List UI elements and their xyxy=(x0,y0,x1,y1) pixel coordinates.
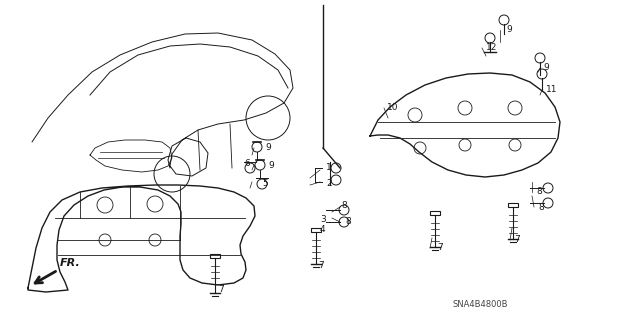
Bar xyxy=(430,211,440,215)
Bar xyxy=(311,228,321,232)
Text: 10: 10 xyxy=(387,103,399,113)
Text: 4: 4 xyxy=(320,226,326,234)
Text: SNA4B4800B: SNA4B4800B xyxy=(452,300,508,309)
Text: 2: 2 xyxy=(326,179,332,188)
Text: 8: 8 xyxy=(345,218,351,226)
Text: 7: 7 xyxy=(318,261,324,270)
Text: 7: 7 xyxy=(514,235,520,244)
Text: 3: 3 xyxy=(320,216,326,225)
Text: 7: 7 xyxy=(437,243,443,253)
Text: 12: 12 xyxy=(486,43,497,53)
Text: 9: 9 xyxy=(268,161,274,170)
Text: 8: 8 xyxy=(341,202,347,211)
Text: 6: 6 xyxy=(244,160,250,168)
Text: 11: 11 xyxy=(546,85,557,94)
Text: 1: 1 xyxy=(326,164,332,173)
Text: 5: 5 xyxy=(262,180,268,189)
Bar xyxy=(508,203,518,207)
Bar xyxy=(210,254,220,258)
Text: 9: 9 xyxy=(265,144,271,152)
Text: 8: 8 xyxy=(536,188,541,197)
Text: FR.: FR. xyxy=(60,258,81,268)
Text: 9: 9 xyxy=(543,63,548,72)
Text: 8: 8 xyxy=(538,203,544,211)
Text: 7: 7 xyxy=(218,286,224,294)
Text: 9: 9 xyxy=(506,26,512,34)
